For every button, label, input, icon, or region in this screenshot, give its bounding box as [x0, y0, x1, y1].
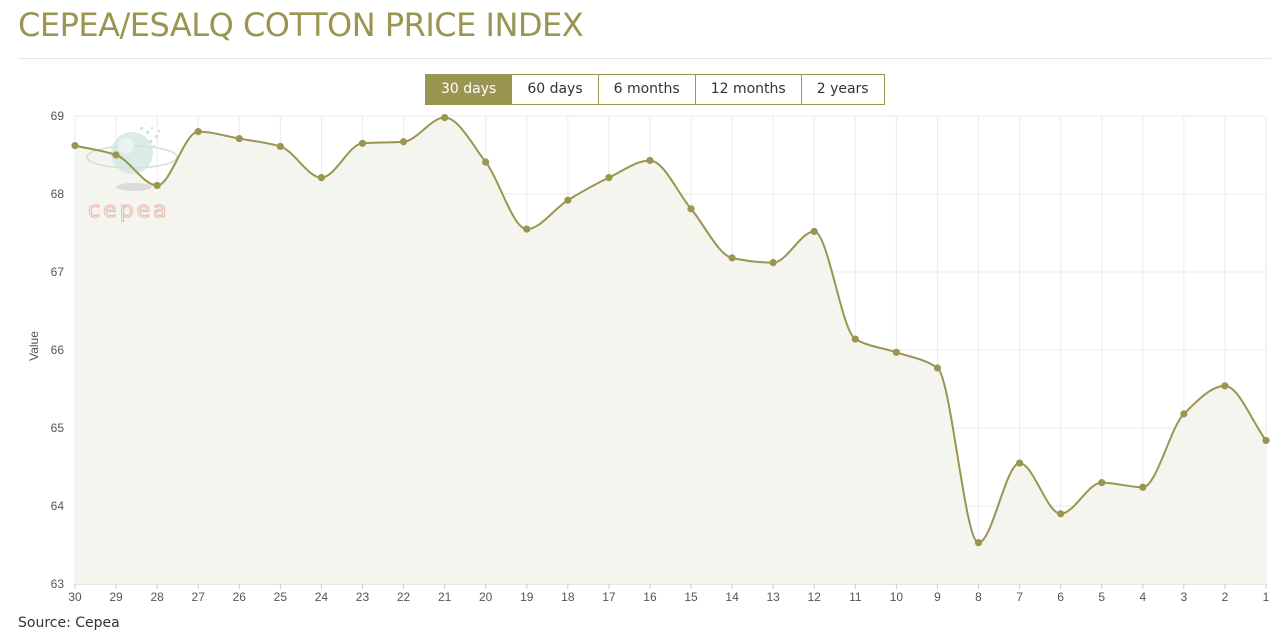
data-point	[71, 142, 79, 150]
data-point	[687, 205, 695, 213]
series-area	[75, 117, 1266, 584]
x-tick-label: 26	[233, 590, 247, 604]
data-points	[71, 113, 1270, 547]
data-point	[933, 364, 942, 372]
x-tick-label: 21	[438, 590, 452, 604]
data-point	[235, 135, 243, 143]
data-point	[810, 227, 818, 236]
range-selector: 30 days 60 days 6 months 12 months 2 yea…	[425, 74, 885, 105]
data-point	[1180, 410, 1188, 418]
data-point	[605, 174, 613, 182]
x-tick-label: 8	[975, 590, 982, 604]
x-tick-label: 28	[150, 590, 164, 604]
data-point	[441, 113, 449, 122]
x-axis-ticks: 30 29 28 27 26 25 24 23 22 21 20 19 18 17 16 15 14 13 12 11…	[68, 584, 1270, 604]
x-tick-label: 20	[479, 590, 493, 604]
x-tick-label: 9	[934, 590, 941, 604]
x-tick-label: 12	[808, 590, 822, 604]
x-tick-label: 4	[1139, 590, 1146, 604]
y-tick-label: 64	[51, 499, 65, 513]
x-tick-label: 11	[849, 590, 862, 604]
y-axis-label: Value	[27, 331, 41, 361]
x-tick-label: 18	[561, 590, 575, 604]
range-tab-60-days[interactable]: 60 days	[511, 75, 598, 104]
data-point	[112, 151, 120, 159]
data-point	[1098, 479, 1106, 487]
data-point	[892, 348, 900, 356]
data-point	[153, 181, 161, 190]
x-tick-label: 25	[274, 590, 288, 604]
data-point	[1221, 382, 1229, 390]
x-tick-label: 17	[602, 590, 616, 604]
data-point	[851, 335, 859, 343]
x-tick-label: 2	[1222, 590, 1229, 604]
data-point	[358, 139, 367, 147]
x-tick-label: 5	[1098, 590, 1105, 604]
x-tick-label: 15	[684, 590, 698, 604]
y-tick-label: 69	[51, 109, 65, 123]
globe-shadow	[116, 183, 152, 191]
data-point	[769, 259, 777, 267]
data-point	[728, 254, 736, 262]
source-note: Source: Cepea	[18, 615, 120, 631]
y-tick-label: 65	[51, 421, 65, 435]
data-point	[523, 225, 531, 233]
data-point	[974, 539, 983, 547]
y-tick-label: 66	[51, 343, 65, 357]
range-tab-6-months[interactable]: 6 months	[597, 75, 695, 104]
watermark-text: cepea	[88, 198, 170, 223]
x-tick-label: 10	[890, 590, 904, 604]
y-tick-label: 68	[51, 187, 65, 201]
x-tick-label: 13	[766, 590, 780, 604]
x-tick-label: 1	[1263, 590, 1270, 604]
x-tick-label: 19	[520, 590, 534, 604]
x-tick-label: 23	[356, 590, 370, 604]
x-tick-label: 3	[1181, 590, 1188, 604]
globe-sparkle-dots	[140, 127, 160, 147]
data-point	[317, 174, 326, 182]
data-point	[1262, 436, 1270, 445]
x-tick-label: 14	[725, 590, 739, 604]
x-tick-label: 29	[109, 590, 123, 604]
data-point	[276, 142, 284, 151]
data-point	[646, 156, 654, 165]
title-divider	[18, 58, 1271, 59]
data-point	[1139, 483, 1147, 491]
x-tick-label: 24	[315, 590, 329, 604]
x-tick-label: 22	[397, 590, 411, 604]
page-title: CEPEA/ESALQ COTTON PRICE INDEX	[18, 6, 584, 44]
cepea-watermark-logo: cepea	[86, 127, 178, 224]
data-point	[482, 158, 490, 166]
y-axis-ticks: 63 64 65 66 67 68 69	[51, 109, 65, 591]
range-tab-2-years[interactable]: 2 years	[800, 75, 884, 104]
x-tick-label: 6	[1057, 590, 1064, 604]
data-point	[1057, 510, 1065, 518]
range-tab-12-months[interactable]: 12 months	[694, 75, 801, 104]
data-point	[194, 128, 202, 136]
y-tick-label: 63	[51, 577, 65, 591]
x-tick-label: 16	[643, 590, 657, 604]
data-point	[564, 196, 572, 204]
x-tick-label: 27	[192, 590, 206, 604]
x-tick-label: 7	[1016, 590, 1023, 604]
range-tab-30-days[interactable]: 30 days	[426, 75, 512, 104]
y-tick-label: 67	[51, 265, 65, 279]
data-point	[399, 138, 408, 146]
data-point	[1015, 459, 1024, 467]
globe-highlight	[118, 138, 134, 154]
x-tick-label: 30	[68, 590, 82, 604]
